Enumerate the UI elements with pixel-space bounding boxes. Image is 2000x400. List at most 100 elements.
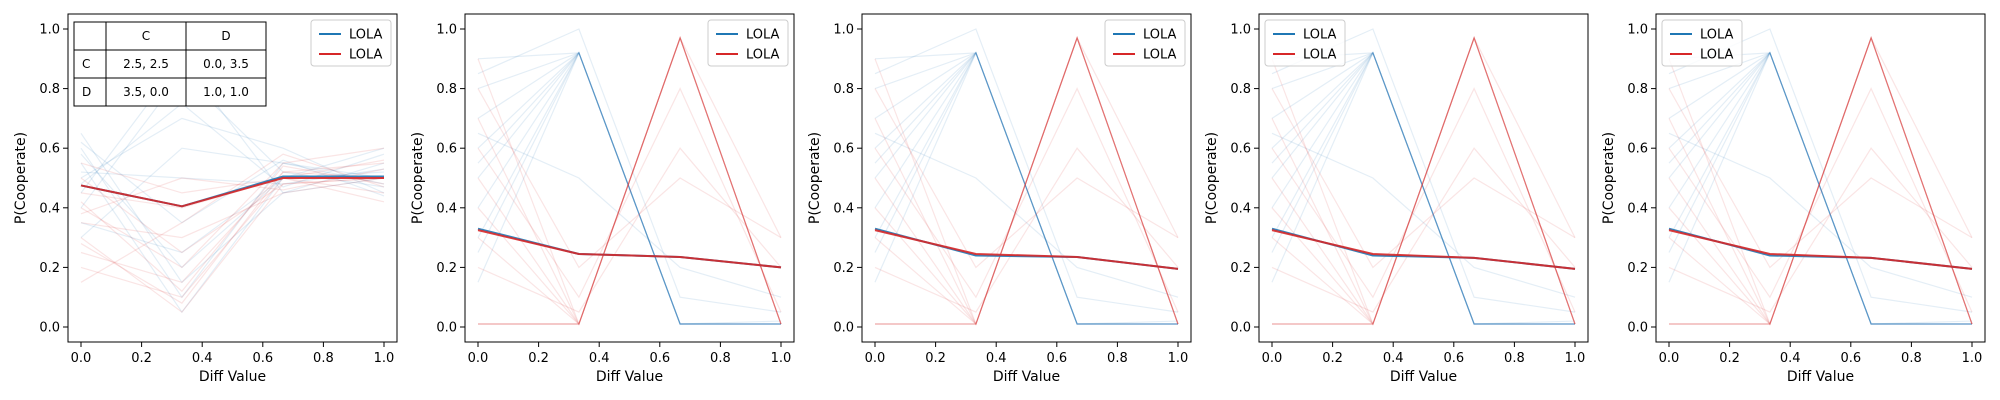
faint-run-red-3 [1669, 36, 1973, 325]
faint-run-blue-3 [874, 51, 1178, 325]
axes-frame [464, 13, 795, 343]
y-tick-label: 0.6 [436, 142, 457, 157]
x-tick-label: 0.0 [1659, 351, 1680, 366]
faint-run-red-7 [80, 177, 385, 254]
faint-run-red-10 [1271, 36, 1576, 326]
faint-run-red-4 [1668, 36, 1973, 326]
y-tick-label: 0.8 [833, 82, 854, 97]
x-tick-label: 0.8 [1901, 351, 1922, 366]
x-tick-label: 1.0 [1962, 351, 1983, 366]
series-line-red [1668, 229, 1973, 270]
y-tick-label: 0.4 [39, 201, 60, 216]
legend: LOLA LOLA [1661, 19, 1743, 67]
faint-run-red-6 [1668, 36, 1973, 326]
x-tick-label: 0.6 [252, 351, 273, 366]
y-tick-label: 0.0 [436, 321, 457, 336]
series-line-blue [477, 227, 782, 269]
x-axis-label: Diff Value [1787, 369, 1854, 385]
y-tick-label: 0.8 [1627, 82, 1648, 97]
series-line-blue [1271, 227, 1576, 270]
faint-run-red-12 [1271, 88, 1576, 269]
axes-frame [1258, 13, 1589, 343]
y-tick-label: 0.6 [1627, 142, 1648, 157]
faint-run-red-2 [478, 36, 782, 325]
table-row-header: D [82, 85, 91, 99]
x-axis-label: Diff Value [1390, 369, 1457, 385]
faint-run-red-12 [80, 165, 385, 293]
faint-run-red-3 [478, 36, 782, 325]
y-axis-label: P(Cooperate) [410, 132, 426, 224]
x-tick-label: 0.8 [710, 351, 731, 366]
faint-run-red-1 [1669, 36, 1973, 325]
faint-run-red-10 [1668, 36, 1973, 326]
faint-run-red-3 [1272, 36, 1576, 325]
faint-run-red-6 [477, 36, 782, 326]
faint-run-red-10 [477, 36, 782, 326]
legend: LOLA LOLA [310, 19, 392, 67]
faint-run-red-9 [1271, 87, 1576, 313]
faint-run-blue-1 [477, 52, 781, 325]
faint-run-red-5 [80, 162, 385, 283]
x-tick-label: 0.8 [313, 351, 334, 366]
legend-label: LOLA [746, 28, 780, 43]
faint-run-red-1 [80, 177, 385, 313]
faint-run-blue-12 [874, 51, 1178, 325]
y-tick-label: 0.2 [436, 261, 457, 276]
faint-run-red-8 [477, 36, 782, 326]
y-tick-label: 1.0 [39, 23, 60, 38]
faint-run-red-8 [80, 153, 385, 283]
x-axis-label: Diff Value [993, 369, 1060, 385]
table-cell: 1.0, 1.0 [203, 85, 249, 99]
faint-run-blue-2 [477, 52, 781, 325]
faint-run-blue-2 [1271, 52, 1575, 325]
faint-run-blue-6 [874, 51, 1178, 325]
faint-run-red-4 [1271, 36, 1576, 326]
x-tick-label: 0.6 [1840, 351, 1861, 366]
faint-run-red-9 [1668, 87, 1973, 313]
y-tick-label: 0.8 [39, 82, 60, 97]
y-tick-label: 0.6 [1230, 142, 1251, 157]
faint-run-blue-2 [80, 147, 385, 299]
faint-run-blue-12 [477, 51, 781, 325]
y-axis-label: P(Cooperate) [807, 132, 823, 224]
table-col-header: D [221, 29, 230, 43]
faint-run-blue-8 [874, 51, 1178, 325]
y-tick-label: 0.2 [1230, 261, 1251, 276]
x-axis-label: Diff Value [596, 369, 663, 385]
faint-run-red-1 [875, 36, 1179, 325]
faint-run-red-2 [1669, 36, 1973, 325]
faint-run-red-12 [874, 88, 1179, 269]
faint-run-red-3 [80, 147, 385, 269]
x-tick-label: 1.0 [1565, 351, 1586, 366]
faint-run-red-11 [1669, 36, 1973, 325]
faint-run-blue-11 [477, 132, 782, 298]
faint-run-blue-9 [477, 28, 782, 313]
legend: LOLA LOLA [1104, 19, 1186, 67]
y-tick-label: 0.8 [1230, 82, 1251, 97]
y-tick-label: 0.4 [1627, 201, 1648, 216]
x-axis-label: Diff Value [199, 369, 266, 385]
x-tick-label: 1.0 [374, 351, 395, 366]
legend-label: LOLA [1700, 48, 1734, 63]
legend-label: LOLA [1143, 48, 1177, 63]
y-tick-label: 0.0 [39, 321, 60, 336]
faint-run-blue-11 [1271, 132, 1576, 298]
faint-run-red-11 [875, 36, 1179, 325]
faint-run-blue-4 [1271, 51, 1575, 325]
y-tick-label: 0.6 [39, 142, 60, 157]
x-tick-label: 0.0 [468, 351, 489, 366]
legend-label: LOLA [349, 28, 383, 43]
faint-run-red-11 [1272, 36, 1576, 325]
faint-run-red-6 [874, 36, 1179, 326]
faint-run-red-11 [80, 159, 385, 194]
chart-panel-4: 0.0 0.2 0.4 0.6 0.8 1.0 0.0 0.2 0.4 0.6 0.8 1.0 Diff… [1204, 13, 1589, 385]
x-tick-label: 0.4 [1383, 351, 1404, 366]
faint-run-red-10 [80, 171, 385, 304]
axes-frame [1655, 13, 1986, 343]
legend-label: LOLA [1303, 48, 1337, 63]
faint-run-blue-2 [1668, 52, 1972, 325]
faint-run-red-4 [874, 36, 1179, 326]
x-tick-label: 0.6 [649, 351, 670, 366]
faint-run-blue-6 [1668, 51, 1972, 325]
faint-run-blue-9 [80, 147, 385, 239]
